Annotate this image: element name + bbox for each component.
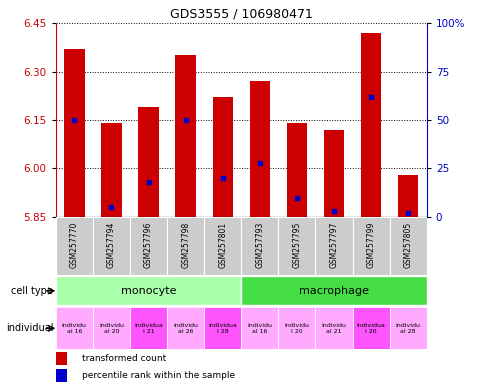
Text: individual: individual [6, 323, 53, 333]
Bar [175, 55, 196, 217]
Text: monocyte: monocyte [121, 286, 176, 296]
Bar [315, 307, 352, 349]
Bar [56, 276, 241, 305]
Text: individu
al 16: individu al 16 [247, 323, 272, 334]
Bar [130, 217, 166, 275]
Text: GSM257798: GSM257798 [181, 222, 190, 268]
Bar [241, 307, 278, 349]
Bar [56, 217, 93, 275]
Bar [56, 352, 67, 365]
Text: GSM257793: GSM257793 [255, 222, 264, 268]
Bar [101, 123, 121, 217]
Text: transformed count: transformed count [82, 354, 166, 363]
Bar [166, 217, 204, 275]
Bar [93, 307, 130, 349]
Text: individu
al 20: individu al 20 [99, 323, 124, 334]
Bar [93, 217, 130, 275]
Bar [315, 217, 352, 275]
Text: individua
l 26: individua l 26 [356, 323, 385, 334]
Bar [56, 369, 67, 382]
Bar [138, 107, 158, 217]
Bar [286, 123, 306, 217]
Title: GDS3555 / 106980471: GDS3555 / 106980471 [169, 7, 312, 20]
Text: individua
l 28: individua l 28 [208, 323, 237, 334]
Text: GSM257797: GSM257797 [329, 222, 338, 268]
Text: individu
al 28: individu al 28 [395, 323, 420, 334]
Text: GSM257799: GSM257799 [366, 222, 375, 268]
Bar [352, 307, 389, 349]
Text: GSM257805: GSM257805 [403, 222, 412, 268]
Bar [352, 217, 389, 275]
Text: GSM257770: GSM257770 [70, 222, 79, 268]
Text: individu
al 21: individu al 21 [321, 323, 346, 334]
Bar [166, 307, 204, 349]
Bar [130, 307, 166, 349]
Bar [360, 33, 380, 217]
Bar [204, 217, 241, 275]
Bar [204, 307, 241, 349]
Text: GSM257795: GSM257795 [292, 222, 301, 268]
Bar [241, 217, 278, 275]
Bar [241, 276, 426, 305]
Text: percentile rank within the sample: percentile rank within the sample [82, 371, 234, 380]
Bar [278, 217, 315, 275]
Text: individua
l 21: individua l 21 [134, 323, 163, 334]
Text: GSM257796: GSM257796 [144, 222, 153, 268]
Text: individu
l 20: individu l 20 [284, 323, 309, 334]
Bar [249, 81, 270, 217]
Text: individu
al 16: individu al 16 [61, 323, 87, 334]
Bar [397, 175, 418, 217]
Text: macrophage: macrophage [299, 286, 368, 296]
Text: GSM257794: GSM257794 [106, 222, 116, 268]
Bar [278, 307, 315, 349]
Bar [389, 307, 426, 349]
Bar [323, 130, 344, 217]
Text: GSM257801: GSM257801 [218, 222, 227, 268]
Text: individu
al 26: individu al 26 [173, 323, 198, 334]
Bar [64, 49, 84, 217]
Bar [212, 98, 232, 217]
Text: cell type: cell type [12, 286, 53, 296]
Bar [56, 307, 93, 349]
Bar [389, 217, 426, 275]
